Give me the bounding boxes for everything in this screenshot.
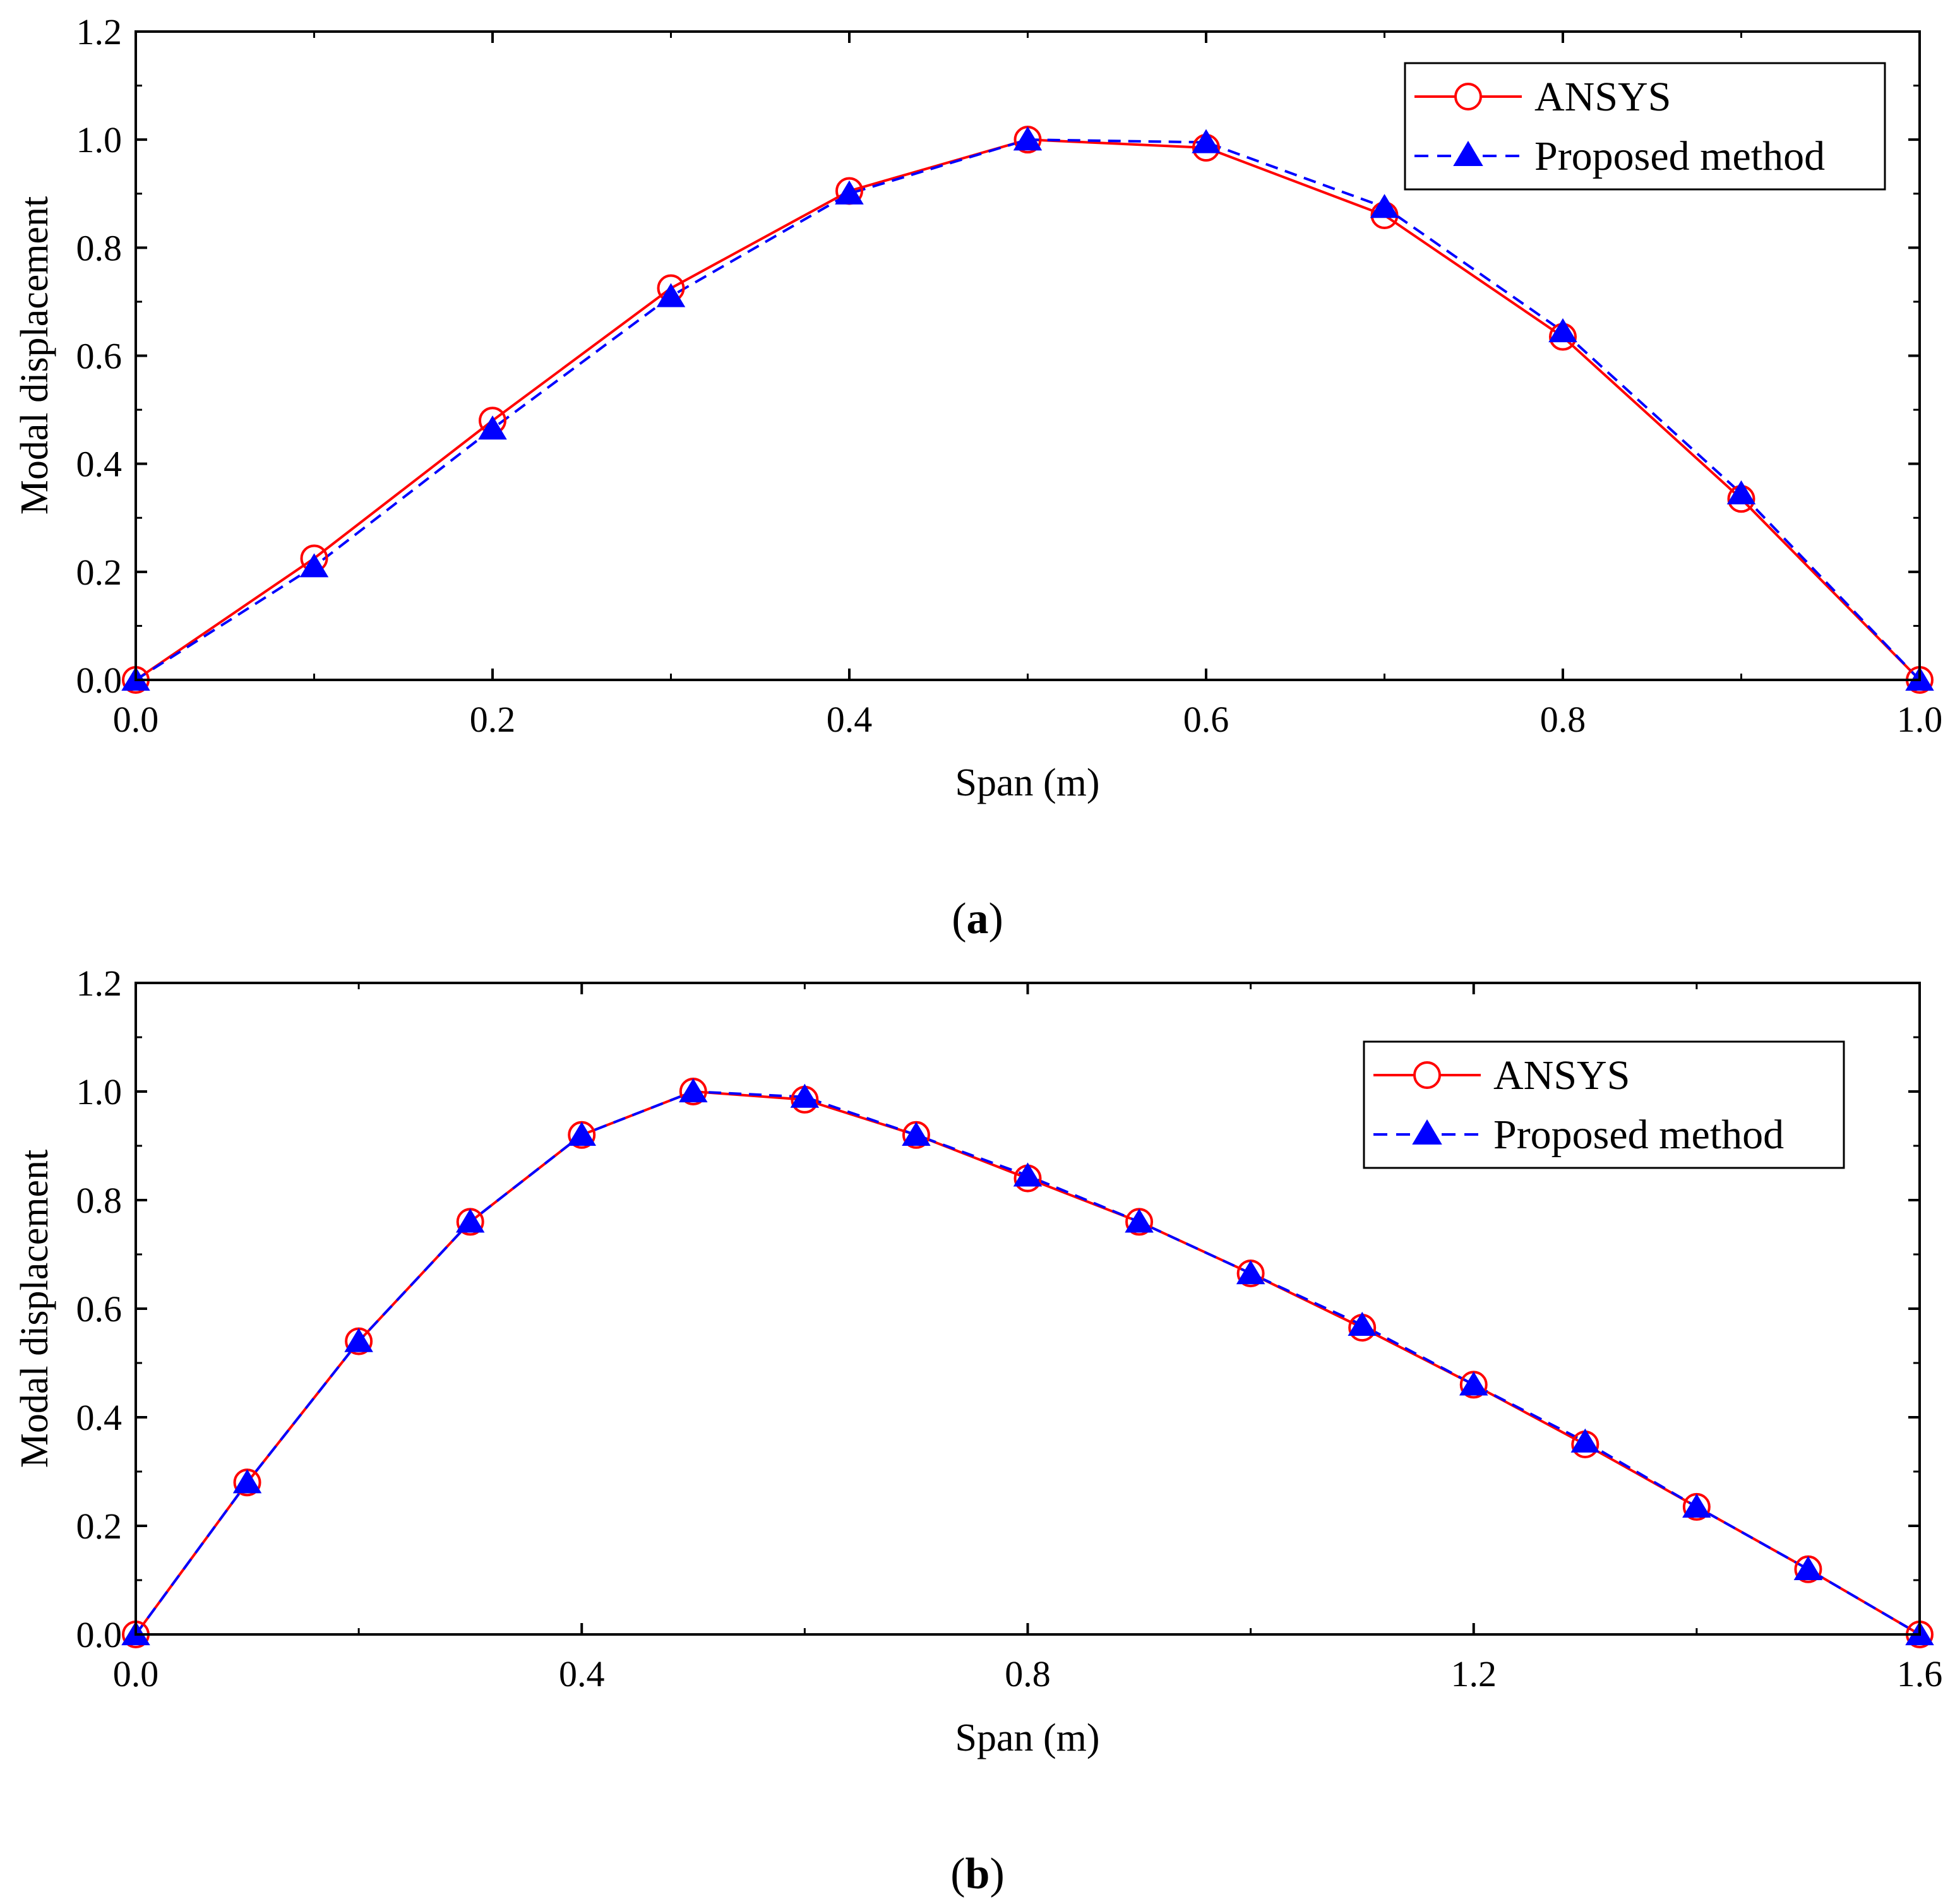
- legend-b: ANSYS Proposed method: [1363, 1040, 1845, 1169]
- y-tick-label-b-2: 0.4: [76, 1397, 123, 1438]
- legend-box-a: [1404, 62, 1886, 191]
- proposed-point-a-3: [656, 283, 686, 307]
- legend-label-proposed-a: Proposed method: [1534, 133, 1825, 179]
- panel-label-a: (a): [952, 895, 1003, 943]
- y-tick-label-b-1: 0.2: [76, 1506, 123, 1547]
- y-tick-label-a-0: 0.0: [76, 660, 123, 701]
- proposed-point-a-6: [1192, 129, 1221, 153]
- y-tick-label-a-2: 0.4: [76, 444, 123, 485]
- x-axis-title-a: Span (m): [955, 761, 1099, 804]
- legend-label-ansys-a: ANSYS: [1534, 74, 1671, 120]
- y-tick-label-b-3: 0.6: [76, 1288, 123, 1330]
- proposed-point-b-10: [1236, 1260, 1265, 1285]
- y-axis-title-b: Modal displacement: [13, 1150, 56, 1468]
- proposed-point-b-15: [1793, 1556, 1823, 1580]
- y-tick-label-a-3: 0.6: [76, 336, 123, 377]
- y-tick-label-b-0: 0.0: [76, 1614, 123, 1655]
- proposed-point-b-1: [232, 1469, 262, 1494]
- panel-label-close-paren-a: ): [989, 895, 1003, 943]
- proposed-point-b-8: [1013, 1162, 1043, 1187]
- proposed-point-a-1: [299, 553, 329, 578]
- panel-label-letter-b: b: [966, 1850, 990, 1898]
- proposed-point-b-14: [1682, 1493, 1711, 1518]
- x-tick-label-a-2: 0.4: [827, 699, 873, 740]
- proposed-point-a-5: [1013, 126, 1043, 151]
- legend-marker-ansys-a: [1454, 83, 1482, 110]
- legend-label-ansys-b: ANSYS: [1493, 1052, 1630, 1098]
- proposed-point-b-4: [567, 1121, 597, 1146]
- panel-label-open-paren-b: (: [950, 1850, 965, 1898]
- panel-label-b: (b): [950, 1850, 1005, 1898]
- x-tick-label-a-1: 0.2: [470, 699, 516, 740]
- y-axis-title-a: Modal displacement: [13, 196, 56, 515]
- y-tick-label-b-5: 1.0: [76, 1071, 123, 1112]
- proposed-point-a-8: [1548, 318, 1577, 343]
- y-tick-label-a-5: 1.0: [76, 119, 123, 160]
- proposed-point-b-7: [902, 1121, 931, 1146]
- legend-a: ANSYS Proposed method: [1404, 62, 1886, 191]
- y-tick-label-a-4: 0.8: [76, 227, 123, 268]
- x-tick-label-b-4: 1.6: [1897, 1653, 1943, 1694]
- y-tick-label-b-6: 1.2: [76, 963, 123, 1004]
- legend-marker-proposed-a: [1453, 141, 1483, 166]
- proposed-point-b-12: [1459, 1371, 1488, 1396]
- panel-label-open-paren-a: (: [952, 895, 966, 943]
- proposed-point-a-2: [478, 415, 507, 440]
- y-tick-label-a-1: 0.2: [76, 552, 123, 593]
- proposed-point-b-6: [790, 1083, 820, 1108]
- legend-box-b: [1363, 1040, 1845, 1169]
- proposed-point-b-11: [1348, 1311, 1377, 1336]
- chart-panel-a: 0.0 0.2 0.4 0.6 0.8 1.00.00.20.40.60.81.01.2 …: [13, 11, 1942, 943]
- y-tick-label-b-4: 0.8: [76, 1180, 123, 1221]
- legend-label-proposed-b: Proposed method: [1493, 1112, 1784, 1158]
- x-tick-label-b-3: 1.2: [1451, 1653, 1497, 1694]
- x-tick-label-b-0: 0.0: [113, 1653, 159, 1694]
- proposed-point-a-4: [835, 180, 864, 205]
- x-tick-label-a-3: 0.6: [1183, 699, 1229, 740]
- legend-marker-proposed-b: [1412, 1119, 1442, 1145]
- proposed-point-b-2: [344, 1328, 373, 1352]
- chart-panel-b: 0.0 0.4 0.8 1.2 1.6 0.0 0.2 0.4 0.6 0.8 1.0 1.2 Spa…: [13, 963, 1942, 1898]
- x-tick-label-b-2: 0.8: [1005, 1653, 1051, 1694]
- proposed-point-b-9: [1125, 1208, 1154, 1233]
- proposed-point-a-7: [1370, 194, 1399, 218]
- panel-label-close-paren-b: ): [989, 1850, 1004, 1898]
- x-tick-label-a-4: 0.8: [1540, 699, 1586, 740]
- x-axis-title-b: Span (m): [955, 1717, 1099, 1759]
- proposed-point-b-5: [679, 1078, 708, 1103]
- panel-label-letter-a: a: [967, 895, 989, 943]
- y-tick-label-a-6: 1.2: [76, 11, 123, 52]
- legend-marker-ansys-b: [1413, 1061, 1441, 1089]
- proposed-point-a-9: [1726, 480, 1756, 504]
- x-tick-label-a-5: 1.0: [1897, 699, 1943, 740]
- x-tick-label-a-0: 0.0: [113, 699, 159, 740]
- proposed-point-b-13: [1570, 1428, 1600, 1453]
- x-tick-label-b-1: 0.4: [559, 1653, 605, 1694]
- proposed-point-b-3: [455, 1208, 485, 1233]
